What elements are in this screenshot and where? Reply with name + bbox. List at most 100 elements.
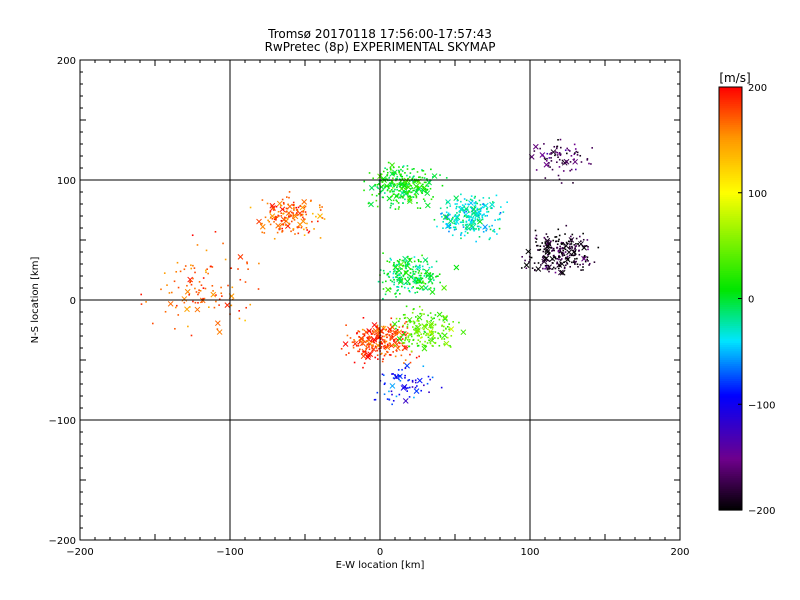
- scatter-point: [294, 233, 296, 235]
- scatter-point: [363, 362, 366, 365]
- colorbar-band: [719, 353, 742, 357]
- scatter-point: [414, 386, 417, 389]
- scatter-point: [476, 220, 479, 222]
- colorbar-tick-label: 0: [748, 295, 754, 306]
- scatter-point: [552, 239, 555, 242]
- scatter-point: [308, 230, 311, 233]
- scatter-point: [386, 168, 388, 171]
- scatter-point: [419, 324, 422, 326]
- scatter-point: [414, 379, 417, 382]
- scatter-point: [393, 185, 396, 188]
- scatter-point: [186, 284, 188, 287]
- scatter-point: [491, 224, 493, 227]
- scatter-point: [358, 336, 360, 338]
- scatter-point: [424, 325, 427, 327]
- scatter-point: [458, 213, 460, 216]
- scatter-point: [184, 306, 190, 313]
- scatter-point: [383, 341, 385, 343]
- chart-title-line2: RwPretec (8p) EXPERIMENTAL SKYMAP: [264, 40, 496, 54]
- scatter-point: [367, 337, 369, 340]
- colorbar-band: [719, 416, 742, 420]
- scatter-point: [484, 215, 487, 217]
- scatter-point: [368, 346, 370, 348]
- scatter-point: [401, 334, 404, 336]
- scatter-point: [316, 220, 319, 223]
- scatter-point: [473, 229, 475, 232]
- scatter-point: [558, 267, 560, 270]
- scatter-point: [408, 190, 410, 192]
- scatter-point: [424, 202, 431, 209]
- scatter-point: [582, 263, 584, 265]
- scatter-point: [586, 159, 589, 161]
- colorbar-band: [719, 345, 742, 348]
- scatter-point: [383, 383, 386, 386]
- scatter-point: [558, 256, 560, 259]
- scatter-point: [385, 346, 387, 349]
- scatter-point: [408, 274, 414, 280]
- scatter-point: [200, 284, 203, 287]
- scatter-point: [399, 196, 402, 199]
- scatter-point: [387, 272, 390, 275]
- scatter-point: [539, 147, 541, 150]
- scatter-point: [384, 344, 391, 351]
- scatter-point: [468, 211, 470, 213]
- scatter-point: [386, 336, 388, 339]
- scatter-point: [464, 230, 467, 233]
- scatter-point: [535, 244, 538, 247]
- scatter-point: [431, 344, 434, 347]
- scatter-point: [428, 266, 431, 269]
- colorbar-band: [719, 302, 742, 306]
- scatter-point: [389, 338, 392, 340]
- scatter-point: [416, 281, 418, 284]
- scatter-point: [574, 261, 576, 263]
- scatter-point: [541, 258, 548, 265]
- scatter-point: [457, 215, 459, 217]
- scatter-point: [352, 340, 359, 347]
- scatter-point: [371, 338, 373, 341]
- scatter-point: [414, 181, 416, 184]
- scatter-point: [375, 347, 378, 349]
- scatter-point: [550, 149, 557, 155]
- scatter-point: [407, 276, 409, 279]
- scatter-point: [540, 264, 542, 266]
- x-tick-label: 100: [520, 547, 539, 558]
- scatter-point: [379, 191, 382, 194]
- scatter-point: [412, 189, 415, 192]
- scatter-point: [395, 264, 398, 266]
- scatter-point: [363, 351, 366, 353]
- colorbar-band: [719, 395, 742, 399]
- scatter-point: [194, 271, 196, 274]
- scatter-point: [381, 360, 384, 363]
- scatter-point: [377, 358, 379, 360]
- colorbar-band: [719, 165, 742, 168]
- scatter-point: [436, 275, 438, 278]
- scatter-point: [474, 204, 477, 207]
- scatter-point: [408, 333, 411, 335]
- scatter-point: [307, 231, 310, 234]
- scatter-point: [443, 343, 445, 345]
- colorbar-band: [719, 175, 742, 179]
- scatter-point: [558, 152, 561, 154]
- scatter-point: [415, 276, 422, 283]
- scatter-point: [570, 254, 573, 257]
- scatter-point: [524, 259, 526, 262]
- scatter-point: [443, 340, 450, 347]
- scatter-point: [365, 347, 367, 350]
- colorbar-band: [719, 393, 742, 397]
- scatter-point: [358, 341, 361, 344]
- scatter-point: [570, 155, 573, 157]
- scatter-point: [573, 153, 576, 156]
- scatter-point: [573, 254, 576, 257]
- scatter-point: [392, 276, 395, 279]
- scatter-point: [421, 309, 424, 311]
- scatter-point: [396, 336, 403, 342]
- scatter-point: [404, 367, 407, 370]
- scatter-point: [558, 254, 560, 257]
- scatter-point: [181, 296, 188, 302]
- scatter-point: [390, 204, 392, 207]
- scatter-point: [280, 223, 283, 226]
- scatter-point: [409, 320, 411, 322]
- scatter-point: [413, 178, 416, 181]
- scatter-point: [206, 268, 208, 271]
- scatter-point: [374, 398, 377, 401]
